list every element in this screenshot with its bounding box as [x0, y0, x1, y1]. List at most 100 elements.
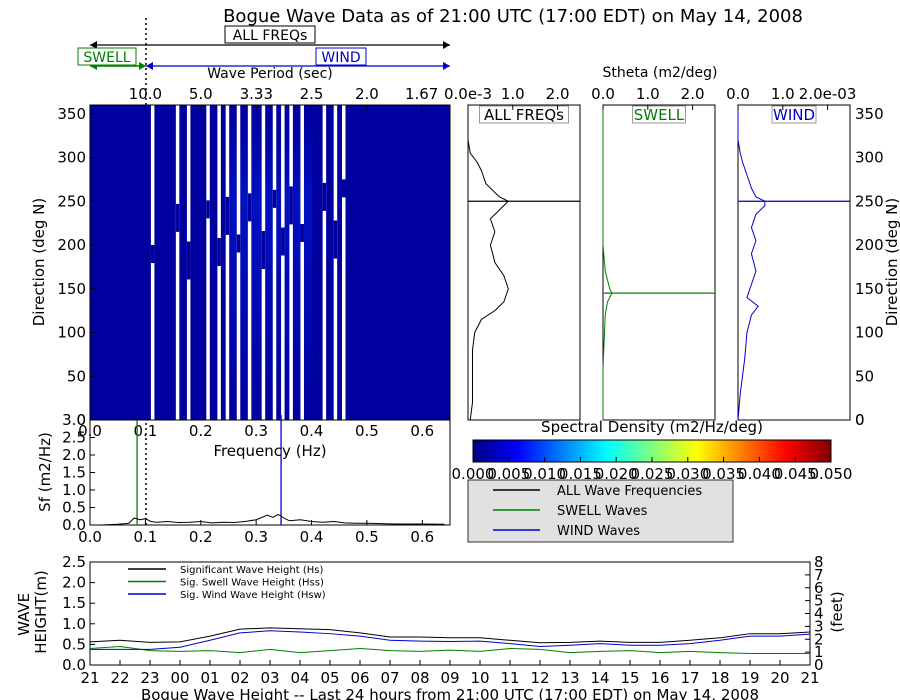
hour-tick-label: 10 — [470, 669, 489, 687]
right-direction-tick-label: 300 — [855, 149, 884, 167]
colorbar-tick-label: 0.025 — [631, 465, 674, 483]
heatmap-y-tick-label: 100 — [57, 324, 86, 342]
hour-tick-label: 08 — [410, 669, 429, 687]
wave-height-series-line — [90, 630, 811, 650]
sf-y-tick-label: 2.5 — [62, 429, 86, 447]
heatmap-gap-fill — [281, 227, 285, 256]
colorbar-tick-label: 0.030 — [666, 465, 709, 483]
heatmap-x-tick-label: 0.6 — [410, 422, 434, 440]
stheta-wind-tick-label: 2.0e-03 — [799, 85, 857, 103]
stheta-wind-label-box — [771, 105, 817, 124]
wave-height-feet-tick-label: 6 — [814, 579, 824, 597]
sf-x-tick-label: 0.2 — [189, 528, 213, 546]
stheta-swell-tick-label: 2.0 — [681, 85, 705, 103]
heatmap-gap-fill — [261, 231, 266, 269]
heatmap-gap-fill — [333, 220, 338, 259]
hour-tick-label: 14 — [590, 669, 609, 687]
wave-height-feet-tick-label: 8 — [814, 553, 824, 571]
main-legend: ALL Wave Frequencies SWELL Waves WIND Wave… — [467, 479, 734, 543]
colorbar-ticks: 0.0000.0050.0100.0150.0200.0250.0300.035… — [452, 457, 852, 483]
heatmap-gap-column — [300, 105, 304, 420]
frequency-spectrum-chart: 0.00.51.01.52.02.53.00.00.00.10.10.20.20… — [36, 411, 451, 546]
stheta-swell-tick-label: 1.0 — [636, 85, 660, 103]
heatmap-gap-fill — [322, 182, 327, 211]
heatmap-gap-fill — [342, 179, 346, 198]
heatmap-gap-fill — [289, 186, 293, 225]
hour-tick-label: 03 — [260, 669, 279, 687]
frequency-spectrum-ticks: 0.00.51.01.52.02.53.00.00.00.10.10.20.20… — [62, 411, 434, 546]
stheta-all-tick-label: 2.0 — [546, 85, 570, 103]
heatmap-x-tick-label: 0.1 — [133, 422, 157, 440]
stheta-wind-line — [737, 105, 766, 421]
wave-height-ylabel-feet: (feet) — [828, 591, 846, 632]
frequency-axis-label: Frequency (Hz) — [213, 442, 326, 460]
stheta-all-frame — [467, 104, 581, 421]
hour-tick-label: 19 — [740, 669, 759, 687]
wave-height-feet-tick-label: 0 — [814, 656, 824, 674]
main-legend-label: ALL Wave Frequencies — [557, 484, 702, 499]
period-tick-label: 2.5 — [300, 85, 324, 103]
wave-height-y-tick-label: 2.0 — [62, 574, 86, 592]
heatmap-gap-fill — [247, 193, 252, 222]
sf-x-tick-label: 0.1 — [133, 528, 157, 546]
right-direction-tick-label: 100 — [855, 324, 884, 342]
stheta-swell-frame — [602, 104, 716, 421]
colorbar-tick-label: 0.020 — [595, 465, 638, 483]
wave-height-y-tick-label: 1.5 — [62, 594, 86, 612]
sf-x-tick-label: 0.6 — [410, 528, 434, 546]
heatmap-gap-fill — [150, 245, 155, 263]
hour-tick-label: 07 — [380, 669, 399, 687]
colorbar-label: Spectral Density (m2/Hz/deg) — [541, 418, 763, 436]
wave-height-y-tick-label: 0.5 — [62, 635, 86, 653]
wave-height-feet-tick-label: 7 — [814, 566, 824, 584]
hour-tick-label: 15 — [620, 669, 639, 687]
heatmap-gap-column — [272, 105, 277, 420]
period-tick-label: 10.0 — [129, 85, 162, 103]
heatmap-gap-column — [322, 105, 327, 420]
hour-tick-label: 00 — [170, 669, 189, 687]
heatmap-gap-column — [175, 105, 180, 420]
hour-tick-label: 02 — [230, 669, 249, 687]
hour-tick-label: 01 — [200, 669, 219, 687]
hour-tick-label: 17 — [680, 669, 699, 687]
heatmap-gap-column — [225, 105, 230, 420]
main-legend-label: WIND Waves — [557, 524, 640, 539]
heatmap-y-tick-label: 350 — [57, 105, 86, 123]
right-direction-tick-label: 50 — [855, 367, 874, 385]
hour-tick-label: 21 — [80, 669, 99, 687]
period-tick-label: 3.33 — [240, 85, 273, 103]
stheta-all-label: ALL FREQs — [484, 106, 564, 124]
heatmap-gap-fill — [186, 241, 191, 280]
colorbar: Spectral Density (m2/Hz/deg) 0.0000.0050… — [452, 418, 853, 483]
swell-band-label: SWELL — [83, 50, 130, 66]
heatmap-gap-fill — [236, 234, 241, 253]
hour-tick-label: 22 — [110, 669, 129, 687]
period-tick-label: 5.0 — [189, 85, 213, 103]
hour-tick-label: 13 — [560, 669, 579, 687]
stheta-swell-panel: SWELL 0.0 1.0 2.0 — [591, 85, 716, 421]
hour-tick-label: 09 — [440, 669, 459, 687]
wave-height-series-line — [89, 645, 810, 654]
wave-height-xlabel: Bogue Wave Height -- Last 24 hours from … — [141, 686, 759, 700]
hour-tick-label: 06 — [350, 669, 369, 687]
sf-y-tick-label: 0.0 — [62, 516, 86, 534]
hour-tick-label: 12 — [530, 669, 549, 687]
wave-height-legend: Significant Wave Height (Hs) Sig. Swell W… — [128, 565, 326, 601]
right-direction-tick-label: 150 — [855, 280, 884, 298]
wave-period-axis-label: Wave Period (sec) — [207, 66, 333, 82]
hour-tick-label: 20 — [770, 669, 789, 687]
sf-y-tick-label: 0.5 — [62, 499, 86, 517]
stheta-all-label-box — [479, 105, 569, 124]
wave-height-series-line — [89, 627, 811, 644]
colorbar-tick-label: 0.015 — [559, 465, 602, 483]
wave-height-feet-tick-label: 2 — [814, 630, 824, 648]
wave-height-lines — [89, 627, 811, 654]
stheta-wind-frame — [737, 104, 851, 421]
stheta-swell-label-box — [632, 105, 686, 124]
wave-height-legend-label: Sig. Wind Wave Height (Hsw) — [180, 590, 326, 601]
heatmap-energy-band — [228, 105, 312, 420]
heatmap-gap-fill — [272, 189, 277, 208]
